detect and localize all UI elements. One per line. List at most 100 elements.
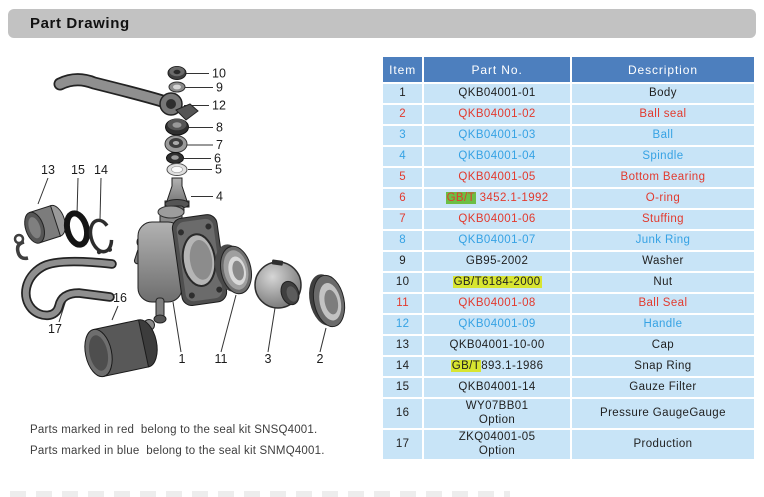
- description-cell: Ball: [571, 126, 754, 145]
- bottom-bearing-part: [166, 163, 188, 176]
- callout-7: 7: [216, 138, 223, 152]
- part-no-cell: GB/T 3452.1-1992: [424, 189, 570, 208]
- washer-part: [168, 81, 186, 93]
- stuffing-part: [164, 135, 188, 153]
- cut-off-text-remnant: [10, 491, 510, 497]
- item-cell: 15: [383, 378, 423, 397]
- description-cell: Gauze Filter: [571, 378, 754, 397]
- part-no-cell: GB95-2002: [424, 252, 570, 271]
- callout-11: 11: [215, 352, 228, 366]
- table-row: 10 GB/T6184-2000 Nut: [383, 273, 754, 292]
- standard-highlight: GB/T6184-2000: [452, 275, 542, 288]
- valve-body-part: [133, 205, 228, 324]
- table-row: 12 QKB04001-09 Handle: [383, 315, 754, 334]
- description-cell: Nut: [571, 273, 754, 292]
- part-no-cell: ZKQ04001-05 Option: [424, 430, 570, 459]
- description-cell: Pressure GaugeGauge: [571, 399, 754, 428]
- item-cell: 4: [383, 147, 423, 166]
- item-cell: 3: [383, 126, 423, 145]
- callout-9: 9: [216, 81, 223, 95]
- description-cell: Snap Ring: [571, 357, 754, 376]
- o-ring-small-part: [166, 152, 184, 164]
- part-no-cell: QKB04001-09: [424, 315, 570, 334]
- leader-lines: [37, 73, 327, 353]
- item-cell: 10: [383, 273, 423, 292]
- table-row: 4 QKB04001-04 Spindle: [383, 147, 754, 166]
- table-row: 14 GB/T893.1-1986 Snap Ring: [383, 357, 754, 376]
- description-cell: Production: [571, 430, 754, 459]
- table-row: 7 QKB04001-06 Stuffing: [383, 210, 754, 229]
- item-cell: 1: [383, 84, 423, 103]
- note-blue: Parts marked in blue belong to the seal …: [30, 445, 325, 457]
- header-description: Description: [571, 57, 754, 82]
- seal-kit-notes: Parts marked in red belong to the seal k…: [30, 424, 325, 466]
- callout-15: 15: [71, 163, 85, 177]
- callout-2: 2: [317, 352, 324, 366]
- junk-ring-part: [165, 118, 189, 136]
- standard-highlight: GB/T: [450, 359, 482, 372]
- description-cell: Bottom Bearing: [571, 168, 754, 187]
- part-no-cell: GB/T6184-2000: [424, 273, 570, 292]
- parts-table-body: 1 QKB04001-01 Body 2 QKB04001-02 Ball seal 3 QK…: [383, 84, 754, 459]
- part-no-cell: QKB04001-06: [424, 210, 570, 229]
- callout-10: 10: [212, 67, 226, 81]
- table-row: 5 QKB04001-05 Bottom Bearing: [383, 168, 754, 187]
- description-cell: Body: [571, 84, 754, 103]
- callout-17: 17: [48, 322, 62, 336]
- part-no-cell: WY07BB01 Option: [424, 399, 570, 428]
- item-cell: 7: [383, 210, 423, 229]
- part-no-cell: QKB04001-02: [424, 105, 570, 124]
- plug-part: [84, 319, 158, 378]
- callout-1: 1: [179, 352, 186, 366]
- callout-3: 3: [265, 352, 272, 366]
- o-ring-part: [63, 210, 91, 248]
- cap-part: [13, 204, 66, 261]
- table-row: 11 QKB04001-08 Ball Seal: [383, 294, 754, 313]
- callout-5: 5: [215, 163, 222, 177]
- description-cell: Spindle: [571, 147, 754, 166]
- item-cell: 9: [383, 252, 423, 271]
- gauge-tube-part: [21, 256, 117, 321]
- nut-part: [167, 66, 187, 80]
- ball-seal-left-part: [214, 244, 252, 295]
- description-cell: Handle: [571, 315, 754, 334]
- note-red: Parts marked in red belong to the seal k…: [30, 424, 318, 436]
- callout-8: 8: [216, 121, 223, 135]
- description-cell: Stuffing: [571, 210, 754, 229]
- header-item: Item: [383, 57, 423, 82]
- callout-12: 12: [212, 99, 226, 113]
- part-no-cell: QKB04001-04: [424, 147, 570, 166]
- table-row: 8 QKB04001-07 Junk Ring: [383, 231, 754, 250]
- ball-part: [254, 259, 302, 309]
- handle-part: [53, 73, 199, 121]
- item-cell: 16: [383, 399, 423, 428]
- callout-16: 16: [113, 291, 127, 305]
- parts-table: Item Part No. Description 1 QKB04001-01 Bo…: [381, 55, 756, 461]
- exploded-view-diagram: 10 9 12 8 7 6 5 4 13 15 14 16 17 1 11 3 …: [13, 66, 346, 378]
- ball-seal-right-part: [309, 274, 346, 328]
- description-cell: Cap: [571, 336, 754, 355]
- description-cell: Ball Seal: [571, 294, 754, 313]
- table-row: 16 WY07BB01 Option Pressure GaugeGauge: [383, 399, 754, 428]
- item-cell: 14: [383, 357, 423, 376]
- header-part-no: Part No.: [424, 57, 570, 82]
- item-cell: 2: [383, 105, 423, 124]
- part-no-cell: QKB04001-05: [424, 168, 570, 187]
- table-row: 1 QKB04001-01 Body: [383, 84, 754, 103]
- part-no-cell: QKB04001-10-00: [424, 336, 570, 355]
- part-no-cell: QKB04001-08: [424, 294, 570, 313]
- callout-13: 13: [41, 163, 55, 177]
- item-cell: 13: [383, 336, 423, 355]
- description-cell: Ball seal: [571, 105, 754, 124]
- table-row: 15 QKB04001-14 Gauze Filter: [383, 378, 754, 397]
- table-row: 17 ZKQ04001-05 Option Production: [383, 430, 754, 459]
- page-title-text: Part Drawing: [30, 15, 130, 32]
- table-row: 13 QKB04001-10-00 Cap: [383, 336, 754, 355]
- description-cell: Junk Ring: [571, 231, 754, 250]
- item-cell: 8: [383, 231, 423, 250]
- standard-highlight: GB/T: [445, 191, 476, 204]
- part-no-cell: QKB04001-14: [424, 378, 570, 397]
- callout-14: 14: [94, 163, 108, 177]
- table-row: 2 QKB04001-02 Ball seal: [383, 105, 754, 124]
- table-row: 6 GB/T 3452.1-1992 O-ring: [383, 189, 754, 208]
